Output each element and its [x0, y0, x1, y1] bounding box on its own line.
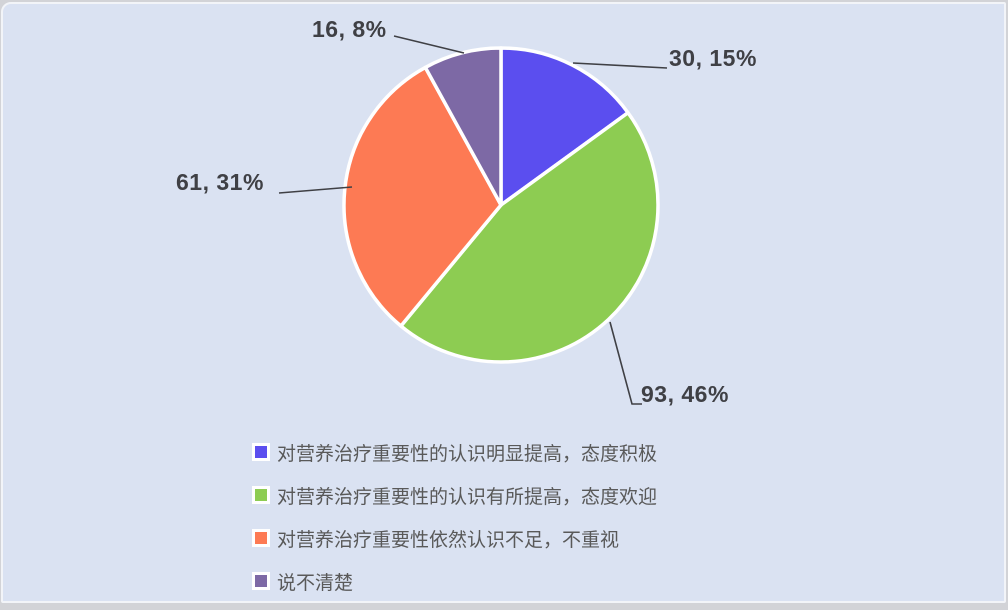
pie-slice-0: [499, 46, 630, 207]
legend-swatch-2: [252, 529, 270, 547]
legend-label-0: 对营养治疗重要性的认识明显提高，态度积极: [277, 443, 658, 465]
legend-item-0: 对营养治疗重要性的认识明显提高，态度积极: [252, 438, 657, 466]
data-label-2: 61, 31%: [176, 169, 264, 195]
pie-slice-1: [399, 110, 660, 364]
leader-line-3: [393, 35, 465, 54]
legend-item-3: 说不清楚: [252, 567, 657, 595]
legend-swatch-1: [252, 486, 270, 504]
legend-label-2: 对营养治疗重要性依然认识不足，不重视: [277, 529, 620, 551]
leader-line-2: [278, 186, 353, 194]
legend-label-1: 对营养治疗重要性的认识有所提高，态度欢迎: [277, 486, 658, 508]
leader-line-0: [572, 62, 668, 69]
data-label-1: 93, 46%: [641, 381, 729, 407]
data-label-3: 16, 8%: [312, 16, 387, 42]
legend: 对营养治疗重要性的认识明显提高，态度积极 对营养治疗重要性的认识有所提高，态度欢迎…: [252, 438, 657, 610]
pie-slice-2: [342, 65, 503, 328]
leader-line-1: [609, 321, 642, 405]
legend-label-3: 说不清楚: [277, 572, 354, 594]
legend-swatch-3: [252, 572, 270, 590]
legend-swatch-0: [252, 443, 270, 461]
legend-item-1: 对营养治疗重要性的认识有所提高，态度欢迎: [252, 481, 657, 509]
legend-item-2: 对营养治疗重要性依然认识不足，不重视: [252, 524, 657, 552]
data-label-0: 30, 15%: [669, 45, 757, 71]
